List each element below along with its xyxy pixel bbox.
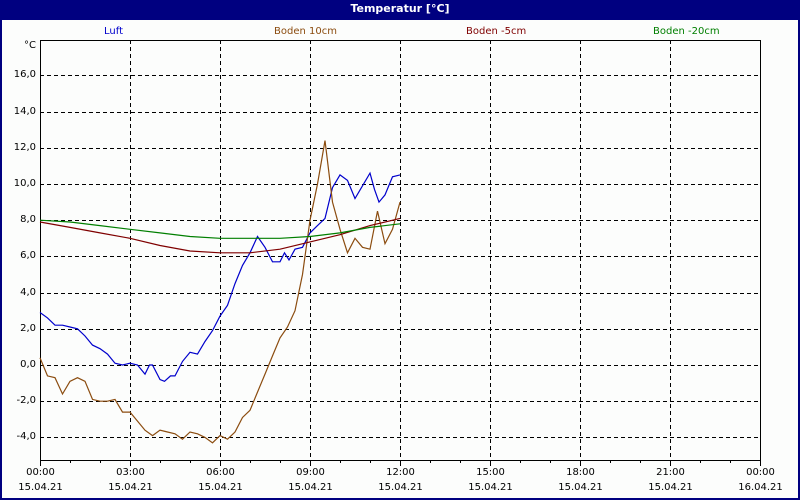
y-axis-unit: °C [24,40,36,51]
x-tick-label: 03:00 15.04.21 [108,467,153,493]
legend-item: Boden -5cm [466,26,527,37]
x-tick-label: 15:00 15.04.21 [468,467,513,493]
y-tick-label: 0,0 [20,358,36,370]
series-line-luft [39,171,401,382]
x-tick-label: 21:00 15.04.21 [648,467,693,493]
x-tick-label: 09:00 15.04.21 [288,467,333,493]
x-tick-label: 00:00 15.04.21 [18,467,63,493]
series-line-boden-20cm [39,219,401,239]
y-tick-label: -4,0 [16,430,36,442]
x-tick-label: 18:00 15.04.21 [558,467,603,493]
y-tick-label: 12,0 [13,141,36,153]
y-tick-label: 8,0 [20,213,36,225]
y-tick-label: 14,0 [13,105,36,117]
y-tick-label: 16,0 [13,68,36,80]
window-title: Temperatur [°C] [350,2,450,15]
legend-item: Boden 10cm [274,26,337,37]
legend-item: Luft [104,26,123,37]
x-tick-label: 12:00 15.04.21 [378,467,423,493]
x-tick-label: 00:00 16.04.21 [738,467,783,493]
y-tick-label: 4,0 [20,286,36,298]
x-tick-label: 06:00 15.04.21 [198,467,243,493]
plot-frame [40,40,761,461]
series-line-boden-10cm [39,140,401,444]
series-line-boden-5cm [39,217,401,254]
y-tick-label: 2,0 [20,322,36,334]
y-tick-label: 10,0 [13,177,36,189]
legend-item: Boden -20cm [653,26,720,37]
y-tick-label: 6,0 [20,249,36,261]
y-tick-label: -2,0 [16,394,36,406]
